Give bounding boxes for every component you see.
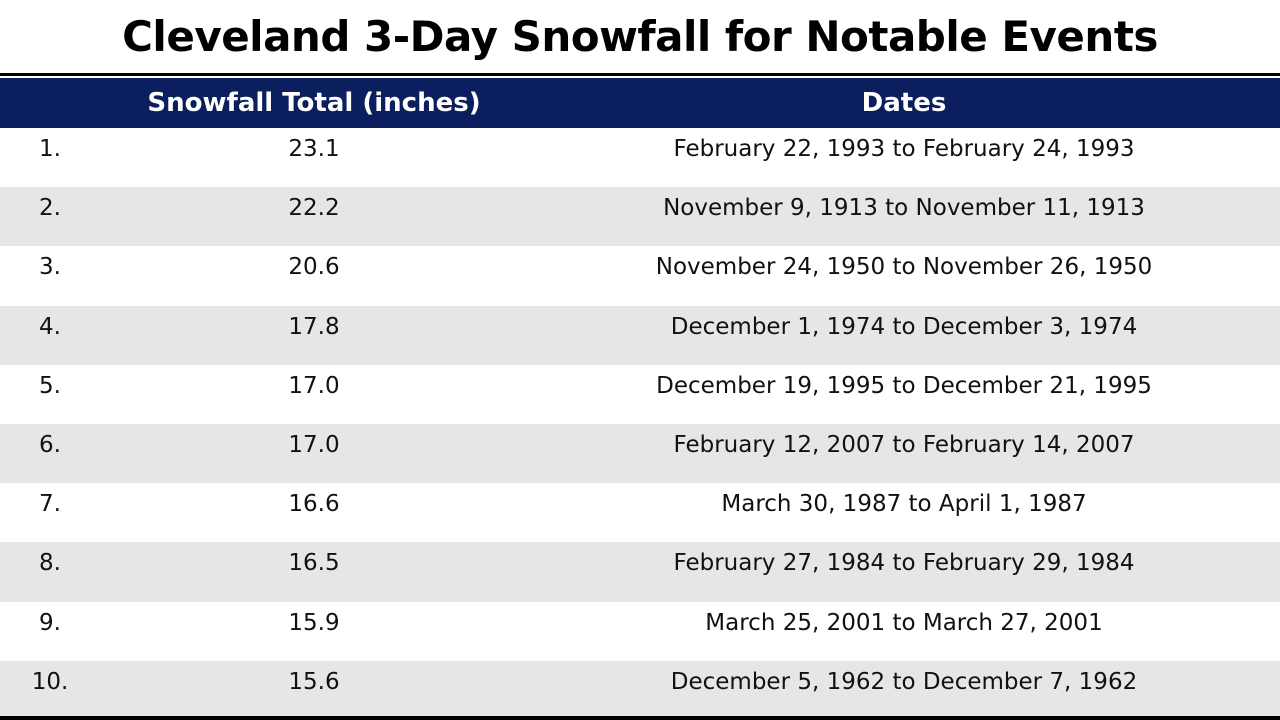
table-header: Snowfall Total (inches) Dates	[0, 78, 1280, 128]
snowfall-cell: 20.6	[288, 254, 340, 281]
snowfall-cell: 16.5	[288, 550, 340, 577]
table-row: 8. 16.5 February 27, 1984 to February 29…	[0, 542, 1280, 602]
table-body: 1. 23.1 February 22, 1993 to February 24…	[0, 128, 1280, 720]
dates-cell: November 9, 1913 to November 11, 1913	[663, 195, 1145, 222]
rank-cell: 4.	[39, 313, 61, 340]
dates-cell: February 12, 2007 to February 14, 2007	[673, 431, 1135, 458]
rank-cell: 6.	[39, 431, 61, 458]
snowfall-cell: 23.1	[288, 136, 340, 162]
table-row: 5. 17.0 December 19, 1995 to December 21…	[0, 365, 1280, 424]
table-row: 4. 17.8 December 1, 1974 to December 3, …	[0, 305, 1280, 365]
header-dates: Dates	[861, 88, 947, 118]
table-row: 9. 15.9 March 25, 2001 to March 27, 2001	[0, 602, 1280, 661]
rank-cell: 8.	[39, 550, 61, 577]
snowfall-cell: 22.2	[288, 195, 340, 222]
snowfall-cell: 17.0	[288, 431, 340, 458]
table-row: 3. 20.6 November 24, 1950 to November 26…	[0, 246, 1280, 305]
snowfall-cell: 17.0	[288, 372, 340, 399]
snowfall-cell: 16.6	[288, 491, 340, 518]
dates-cell: February 22, 1993 to February 24, 1993	[673, 136, 1135, 162]
dates-cell: November 24, 1950 to November 26, 1950	[655, 254, 1153, 281]
rank-cell: 10.	[31, 668, 69, 695]
rank-cell: 9.	[39, 609, 61, 636]
dates-cell: March 30, 1987 to April 1, 1987	[721, 491, 1087, 518]
table-row: 7. 16.6 March 30, 1987 to April 1, 1987	[0, 483, 1280, 542]
dates-cell: December 1, 1974 to December 3, 1974	[670, 313, 1138, 340]
bottom-rule	[0, 716, 1280, 720]
rank-cell: 5.	[39, 372, 61, 399]
dates-cell: December 19, 1995 to December 21, 1995	[656, 372, 1152, 399]
table-row: 6. 17.0 February 12, 2007 to February 14…	[0, 423, 1280, 484]
table-row: 10. 15.6 December 5, 1962 to December 7,…	[0, 660, 1280, 720]
dates-cell: March 25, 2001 to March 27, 2001	[705, 609, 1103, 636]
rank-cell: 1.	[39, 136, 61, 162]
rank-cell: 3.	[39, 254, 61, 281]
header-rank	[0, 78, 100, 128]
snowfall-cell: 15.6	[288, 668, 340, 695]
rank-cell: 2.	[39, 195, 61, 222]
table-row: 2. 22.2 November 9, 1913 to November 11,…	[0, 187, 1280, 247]
rank-cell: 7.	[39, 491, 61, 518]
snowfall-cell: 17.8	[288, 313, 340, 340]
table-row: 1. 23.1 February 22, 1993 to February 24…	[0, 128, 1280, 187]
dates-cell: February 27, 1984 to February 29, 1984	[673, 550, 1135, 577]
snowfall-cell: 15.9	[288, 609, 340, 636]
header-snowfall-total: Snowfall Total (inches)	[147, 88, 481, 118]
title-bar: Cleveland 3-Day Snowfall for Notable Eve…	[0, 0, 1280, 76]
page-title: Cleveland 3-Day Snowfall for Notable Eve…	[122, 12, 1158, 61]
dates-cell: December 5, 1962 to December 7, 1962	[670, 668, 1138, 695]
